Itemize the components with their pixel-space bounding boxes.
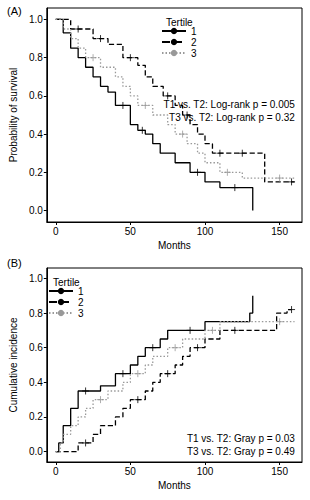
svg-text:0.6: 0.6 bbox=[29, 342, 43, 353]
svg-text:50: 50 bbox=[125, 466, 137, 477]
svg-text:0.6: 0.6 bbox=[29, 90, 43, 101]
svg-text:Tertile: Tertile bbox=[166, 17, 193, 28]
svg-text:Months: Months bbox=[158, 480, 191, 491]
svg-text:3: 3 bbox=[78, 308, 84, 319]
svg-text:Cumulative incidence: Cumulative incidence bbox=[8, 317, 19, 412]
svg-text:0: 0 bbox=[53, 466, 59, 477]
svg-text:0.8: 0.8 bbox=[29, 308, 43, 319]
svg-text:0.0: 0.0 bbox=[29, 205, 43, 216]
svg-text:3: 3 bbox=[191, 48, 197, 59]
svg-text:T1 vs. T2: Gray p = 0.03: T1 vs. T2: Gray p = 0.03 bbox=[187, 433, 295, 444]
svg-text:2: 2 bbox=[78, 297, 84, 308]
svg-text:100: 100 bbox=[197, 466, 214, 477]
svg-text:100: 100 bbox=[197, 226, 214, 237]
svg-text:150: 150 bbox=[271, 226, 288, 237]
svg-text:0.4: 0.4 bbox=[29, 377, 43, 388]
svg-text:1: 1 bbox=[191, 25, 197, 37]
svg-text:1: 1 bbox=[78, 285, 84, 297]
svg-text:150: 150 bbox=[271, 466, 288, 477]
svg-text:T3 vs. T2: Log-rank p = 0.32: T3 vs. T2: Log-rank p = 0.32 bbox=[169, 112, 295, 123]
svg-text:Months: Months bbox=[158, 240, 191, 251]
svg-text:0.2: 0.2 bbox=[29, 167, 43, 178]
svg-text:(B): (B) bbox=[7, 257, 22, 269]
svg-text:Tertile: Tertile bbox=[53, 277, 80, 288]
svg-text:1.0: 1.0 bbox=[29, 14, 43, 25]
svg-text:0.0: 0.0 bbox=[29, 446, 43, 457]
svg-text:2: 2 bbox=[191, 37, 197, 48]
svg-text:T3 vs. T2: Gray p = 0.49: T3 vs. T2: Gray p = 0.49 bbox=[187, 446, 295, 457]
svg-text:0.8: 0.8 bbox=[29, 52, 43, 63]
svg-text:(A): (A) bbox=[7, 5, 22, 17]
svg-text:0: 0 bbox=[53, 226, 59, 237]
svg-text:50: 50 bbox=[125, 226, 137, 237]
svg-text:Probability of survival: Probability of survival bbox=[8, 68, 19, 162]
svg-text:0.4: 0.4 bbox=[29, 129, 43, 140]
svg-text:T1 vs. T2: Log-rank p = 0.005: T1 vs. T2: Log-rank p = 0.005 bbox=[164, 99, 296, 110]
svg-text:1.0: 1.0 bbox=[29, 273, 43, 284]
svg-text:0.2: 0.2 bbox=[29, 411, 43, 422]
